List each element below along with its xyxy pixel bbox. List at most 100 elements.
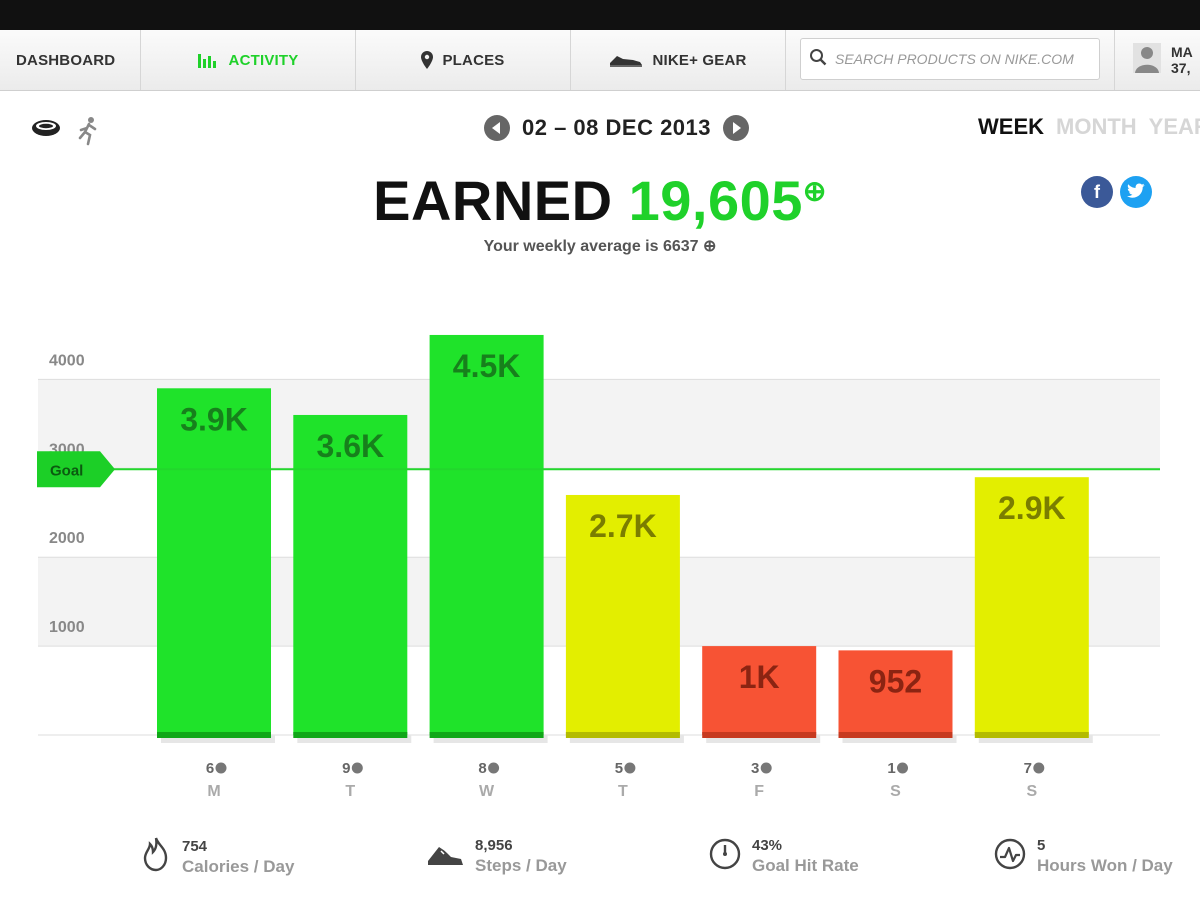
hours-badge-icon	[1033, 762, 1045, 774]
bar-base	[565, 732, 680, 738]
date-navigator: 02 – 08 DEC 2013	[484, 114, 750, 142]
stat-goal-hit-rate-value: 43%	[752, 837, 783, 854]
twitter-share-button[interactable]	[1120, 176, 1152, 208]
tab-month[interactable]: MONTH	[1056, 114, 1137, 139]
user-info: MA 37,	[1171, 44, 1193, 76]
hours-won-label: 6	[206, 760, 214, 777]
x-tick-label: T	[618, 783, 628, 800]
tab-week[interactable]: WEEK	[978, 114, 1044, 139]
y-tick-label: 1000	[49, 619, 85, 636]
user-points: 37,	[1171, 60, 1191, 76]
search-icon	[809, 48, 827, 71]
hours-won-label: 5	[615, 760, 623, 777]
map-pin-icon	[421, 51, 434, 69]
view-range-tabs: WEEK MONTH YEAR	[978, 114, 1200, 140]
stat-hours-won-value: 5	[1037, 837, 1046, 854]
date-range-label: 02 – 08 DEC 2013	[522, 115, 712, 140]
bar	[293, 414, 408, 735]
nav-dashboard-label: DASHBOARD	[16, 51, 116, 69]
x-tick-label: T	[345, 783, 355, 800]
earned-word: EARNED	[373, 169, 613, 232]
bar-value-label: 952	[869, 663, 922, 699]
bar-value-label: 2.7K	[589, 508, 657, 544]
shoe-icon	[609, 53, 643, 67]
bar-value-label: 4.5K	[453, 348, 521, 384]
bar-shadow	[978, 735, 1093, 743]
bar	[565, 494, 680, 735]
hours-won-label: 8	[478, 760, 486, 777]
y-tick-label: 2000	[49, 530, 85, 547]
bar-shadow	[706, 735, 821, 743]
bar-base	[429, 732, 544, 738]
twitter-icon	[1127, 182, 1145, 203]
nav-places-label: PLACES	[442, 51, 505, 69]
search-box[interactable]	[800, 38, 1100, 80]
earned-headline: EARNED 19,605⊕	[0, 168, 1200, 233]
bar-chart-icon	[197, 52, 220, 68]
user-menu[interactable]: MA 37,	[1114, 30, 1200, 90]
y-tick-label: 4000	[49, 352, 85, 369]
x-tick-label: S	[890, 783, 901, 800]
goal-tag	[37, 451, 115, 488]
stat-calories-value: 754	[182, 837, 208, 855]
shoe-icon	[425, 839, 465, 874]
bar	[702, 646, 817, 735]
hours-badge-icon	[488, 762, 500, 774]
hours-badge-icon	[897, 762, 908, 774]
hours-won-label: 7	[1024, 760, 1032, 777]
hours-won-label: 9	[342, 760, 350, 777]
fuel-bar-chart: 10002000300040003.9K6M3.6K9T4.5K8W2.7K5T…	[37, 334, 1160, 800]
next-week-button[interactable]	[723, 115, 750, 141]
fuel-plus-icon: ⊕	[802, 175, 827, 207]
bar-shadow	[433, 735, 548, 743]
stat-steps-value: 8,956	[475, 837, 513, 854]
weekly-average-text: Your weekly average is 6637	[483, 238, 699, 255]
nav-gear[interactable]: NIKE+ GEAR	[571, 30, 786, 90]
top-bar	[0, 0, 1200, 30]
nav-places[interactable]: PLACES	[356, 30, 571, 90]
clock-icon	[708, 837, 742, 876]
x-tick-label: M	[207, 783, 220, 800]
hours-won-label: 3	[751, 760, 759, 777]
stat-steps-label: Steps / Day	[475, 856, 567, 875]
goal-label: Goal	[50, 462, 83, 479]
bar	[974, 477, 1089, 735]
flame-icon	[140, 836, 172, 877]
hours-badge-icon	[760, 762, 772, 774]
x-tick-label: S	[1026, 783, 1037, 800]
bar-shadow	[297, 735, 412, 743]
bar-base	[974, 732, 1089, 738]
hours-badge-icon	[624, 762, 636, 774]
user-name: MA	[1171, 44, 1193, 60]
bar-base	[838, 732, 953, 738]
bar-base	[157, 732, 271, 738]
fuel-plus-icon: ⊕	[698, 238, 717, 255]
stat-calories: 754 Calories / Day	[140, 836, 294, 877]
search-input[interactable]	[835, 51, 1085, 67]
nav-activity[interactable]: ACTIVITY	[141, 30, 356, 90]
bar	[157, 388, 271, 735]
facebook-share-button[interactable]: f	[1081, 176, 1113, 208]
avatar	[1133, 42, 1161, 78]
stat-steps: 8,956 Steps / Day	[425, 836, 567, 876]
nav-dashboard[interactable]: DASHBOARD	[0, 30, 141, 90]
tab-year[interactable]: YEAR	[1148, 114, 1200, 139]
earned-value: 19,605	[628, 169, 803, 232]
facebook-icon: f	[1094, 181, 1100, 202]
bar-value-label: 1K	[739, 659, 780, 695]
bar-value-label: 3.9K	[180, 401, 248, 437]
main-nav: DASHBOARD ACTIVITY PLACES NIKE+ GEAR MA …	[0, 30, 1200, 91]
stats-row: 754 Calories / Day 8,956 Steps / Day 43% Go…	[0, 836, 1200, 886]
prev-week-button[interactable]	[484, 115, 510, 141]
bar	[838, 650, 953, 735]
bar-shadow	[161, 735, 275, 743]
fuelband-icon[interactable]	[30, 118, 62, 143]
bar-base	[702, 732, 817, 738]
runner-icon[interactable]	[77, 116, 99, 151]
nav-gear-label: NIKE+ GEAR	[652, 51, 747, 69]
weekly-average: Your weekly average is 6637 ⊕	[0, 236, 1200, 256]
bar-shadow	[842, 735, 957, 743]
bar-base	[293, 732, 408, 738]
hours-won-label: 1	[887, 760, 895, 777]
nav-activity-label: ACTIVITY	[228, 51, 299, 69]
